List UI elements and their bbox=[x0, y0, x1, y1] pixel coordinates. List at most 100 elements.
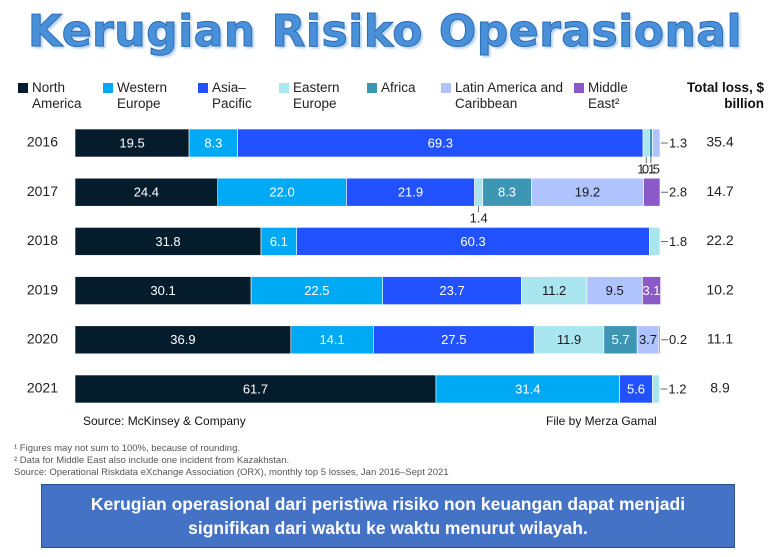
data-label: 23.7 bbox=[439, 283, 464, 298]
legend-label: Eastern Europe bbox=[293, 80, 340, 111]
data-label: 19.5 bbox=[119, 135, 144, 150]
data-label: 22.0 bbox=[269, 185, 294, 200]
data-label: 14.1 bbox=[319, 332, 344, 347]
data-label: 8.3 bbox=[498, 185, 516, 200]
legend-label: Middle East² bbox=[588, 80, 628, 111]
y-tick-label: 2020 bbox=[27, 331, 58, 347]
data-label: 61.7 bbox=[243, 381, 268, 396]
legend-label: North America bbox=[32, 80, 82, 111]
legend-item: Africa bbox=[367, 80, 431, 96]
footnote: ² Data for Middle East also include one … bbox=[14, 455, 290, 466]
legend-swatch bbox=[441, 83, 451, 93]
data-label: 60.3 bbox=[460, 234, 485, 249]
bar-segment bbox=[74, 177, 219, 207]
bar-segment bbox=[533, 325, 605, 355]
bar-segment bbox=[217, 177, 347, 207]
bar-segment bbox=[74, 128, 190, 158]
legend-item: Asia–Pacific bbox=[198, 80, 268, 112]
source: Source: McKinsey & Company bbox=[83, 414, 246, 428]
bar-segment bbox=[642, 128, 650, 158]
data-label: 1.2 bbox=[668, 381, 686, 396]
bar-segment bbox=[435, 374, 620, 404]
chart-title: Kerugian Risiko Operasional bbox=[27, 6, 743, 58]
total-label: 10.2 bbox=[706, 281, 733, 297]
bar-segment bbox=[649, 227, 661, 256]
totals-header: Total loss, $ billion bbox=[686, 80, 764, 111]
data-label: 1.4 bbox=[470, 211, 488, 226]
data-label: 11.9 bbox=[557, 332, 581, 347]
credit: File by Merza Gamal bbox=[546, 414, 657, 428]
legend-item: Latin America and Caribbean bbox=[441, 80, 565, 112]
bar-segment bbox=[74, 325, 292, 355]
legend-swatch bbox=[103, 83, 113, 93]
data-label: 3.1 bbox=[642, 283, 660, 298]
data-label: 5.6 bbox=[627, 381, 645, 396]
bar-segment bbox=[530, 177, 644, 207]
bar-segment bbox=[373, 325, 535, 355]
total-label: 11.1 bbox=[707, 331, 733, 347]
legend-swatch bbox=[198, 83, 208, 93]
legend-label: Asia–Pacific bbox=[212, 80, 252, 111]
legend-item: Middle East² bbox=[574, 80, 648, 112]
bar-segment bbox=[474, 177, 484, 207]
footnote: Source: Operational Riskdata eXchange As… bbox=[14, 467, 449, 478]
legend-label: Latin America and Caribbean bbox=[455, 80, 564, 111]
y-tick-label: 2017 bbox=[27, 183, 58, 199]
data-label: 5.7 bbox=[611, 332, 629, 347]
legend-item: North America bbox=[18, 80, 94, 112]
footnote: ¹ Figures may not sum to 100%, because o… bbox=[14, 443, 241, 454]
data-label: 36.9 bbox=[170, 332, 195, 347]
bar-segment bbox=[643, 177, 661, 207]
bar-segment bbox=[296, 227, 650, 256]
legend-label: Western Europe bbox=[117, 80, 168, 111]
data-label: 0.2 bbox=[669, 332, 687, 347]
data-label: 11.2 bbox=[542, 283, 566, 298]
data-label: 0.5 bbox=[642, 161, 660, 176]
data-label: 1.1 bbox=[637, 161, 655, 176]
data-label: 1.3 bbox=[669, 135, 687, 150]
legend-swatch bbox=[279, 83, 289, 93]
bar-segment bbox=[290, 325, 374, 355]
legend-swatch bbox=[574, 83, 584, 93]
y-tick-label: 2021 bbox=[27, 380, 58, 396]
legend-item: Western Europe bbox=[103, 80, 179, 112]
data-label: 9.5 bbox=[606, 283, 624, 298]
data-label: 30.1 bbox=[150, 283, 175, 298]
banner: Kerugian operasional dari peristiwa risi… bbox=[41, 484, 735, 548]
total-label: 14.7 bbox=[706, 183, 733, 199]
data-label: 22.5 bbox=[304, 283, 329, 298]
bar-segment bbox=[260, 227, 298, 256]
bar-segment bbox=[652, 128, 661, 158]
data-label: 27.5 bbox=[441, 332, 466, 347]
legend-swatch bbox=[367, 83, 377, 93]
y-tick-label: 2018 bbox=[27, 232, 58, 248]
data-label: 31.8 bbox=[155, 234, 180, 249]
data-label: 69.3 bbox=[428, 135, 453, 150]
total-label: 35.4 bbox=[706, 134, 733, 150]
bar-segment bbox=[482, 177, 532, 207]
data-label: 2.8 bbox=[669, 185, 687, 200]
total-label: 8.9 bbox=[710, 380, 730, 396]
bar-segment bbox=[346, 177, 475, 207]
bar-segment bbox=[603, 325, 638, 355]
bar-segment bbox=[382, 276, 522, 305]
data-label: 31.4 bbox=[515, 381, 540, 396]
data-label: 3.7 bbox=[639, 332, 657, 347]
bar-segment bbox=[619, 374, 653, 404]
legend-item: Eastern Europe bbox=[279, 80, 355, 112]
data-label: 19.2 bbox=[575, 185, 600, 200]
y-tick-label: 2019 bbox=[27, 281, 58, 297]
bar-segment bbox=[649, 128, 653, 158]
bar-segment bbox=[74, 227, 262, 256]
bar-segment bbox=[521, 276, 588, 305]
bar-segment bbox=[188, 128, 238, 158]
data-label: 6.1 bbox=[270, 234, 288, 249]
y-tick-label: 2016 bbox=[27, 134, 58, 150]
bar-segment bbox=[642, 276, 661, 305]
bar-segment bbox=[237, 128, 644, 158]
bar-segment bbox=[74, 374, 437, 404]
legend-label: Africa bbox=[381, 80, 416, 95]
total-label: 22.2 bbox=[706, 232, 733, 248]
